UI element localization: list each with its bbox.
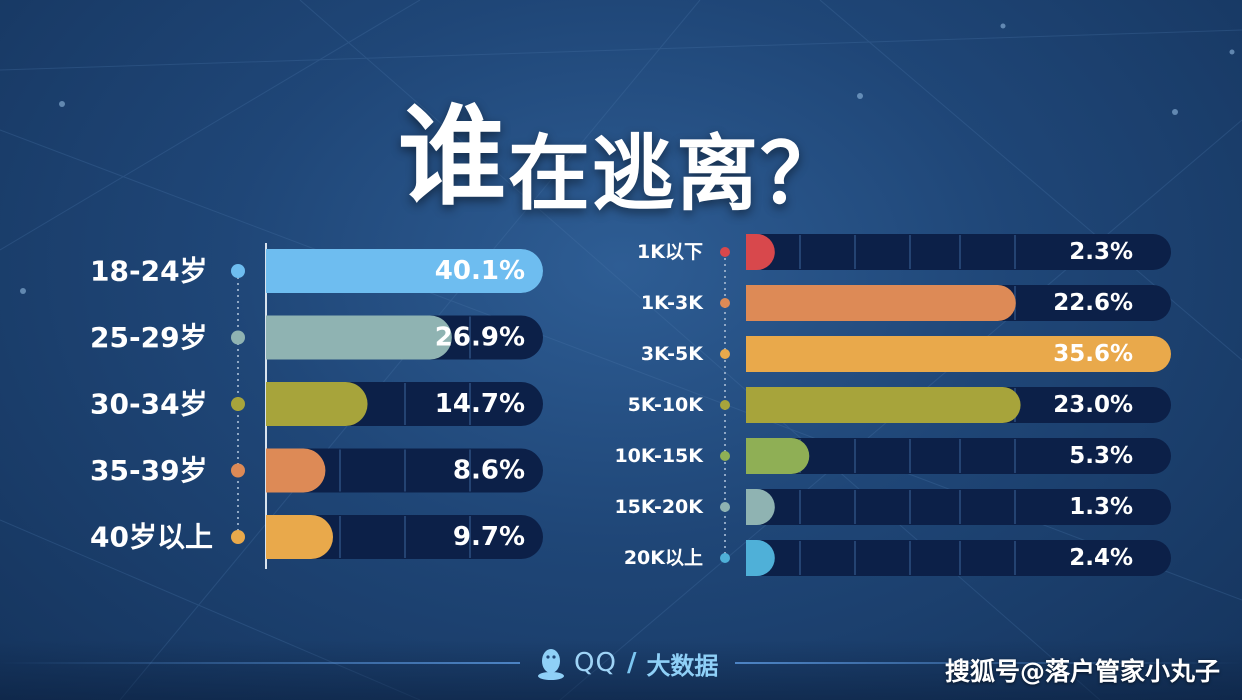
income-dot-5 <box>720 502 730 512</box>
income-value-label-6: 2.4% <box>1069 545 1133 571</box>
footer-line-right <box>735 662 1242 664</box>
income-dot-1 <box>720 298 730 308</box>
age-category-label-0: 18-24岁 <box>90 255 208 288</box>
income-track-5 <box>746 489 1171 525</box>
income-value-label-5: 1.3% <box>1069 494 1133 520</box>
income-category-label-6: 20K以上 <box>624 547 703 569</box>
age-bar-1 <box>266 315 452 360</box>
footer-strip <box>0 640 1242 700</box>
age-value-label-4: 9.7% <box>453 522 525 552</box>
income-category-label-2: 3K-5K <box>641 343 704 365</box>
income-track-6 <box>746 540 1171 576</box>
income-bar-1 <box>746 285 1016 321</box>
income-category-label-1: 1K-3K <box>641 292 704 314</box>
age-category-label-2: 30-34岁 <box>90 388 208 421</box>
income-value-label-3: 23.0% <box>1053 392 1133 418</box>
watermark: 搜狐号@落户管家小丸子 <box>944 657 1220 686</box>
footer-slash: / <box>626 648 637 678</box>
footer-qq-label: QQ <box>574 648 617 678</box>
age-dot-0 <box>231 264 245 278</box>
footer-line-left <box>0 662 520 664</box>
income-bar-2 <box>746 336 1171 372</box>
income-dot-6 <box>720 553 730 563</box>
income-category-label-4: 10K-15K <box>614 445 704 467</box>
income-value-label-4: 5.3% <box>1069 443 1133 469</box>
age-bar-0 <box>266 249 543 293</box>
footer-brand: QQ / 大数据 <box>536 643 718 683</box>
income-category-label-5: 15K-20K <box>614 496 704 518</box>
age-dot-2 <box>231 397 245 411</box>
qq-penguin-icon <box>538 649 564 680</box>
age-dot-3 <box>231 463 245 478</box>
footer-bigdata-label: 大数据 <box>646 651 719 680</box>
age-bar-4 <box>266 515 334 559</box>
title-first-char: 谁 <box>397 95 508 220</box>
age-bar-2 <box>266 382 368 426</box>
income-dot-2 <box>720 349 730 359</box>
income-bar-6 <box>746 540 775 576</box>
income-track-4 <box>746 438 1171 474</box>
age-value-label-1: 26.9% <box>435 323 525 353</box>
age-dot-4 <box>231 530 245 544</box>
income-value-label-1: 22.6% <box>1053 290 1133 316</box>
title-rest: 在逃离？ <box>508 127 845 222</box>
age-value-label-0: 40.1% <box>435 256 525 286</box>
age-category-label-4: 40岁以上 <box>90 521 213 554</box>
age-value-label-2: 14.7% <box>435 389 525 419</box>
age-category-label-3: 35-39岁 <box>90 454 208 487</box>
page-title: 谁在逃离？ <box>0 70 1242 226</box>
age-bar-3 <box>266 448 326 493</box>
income-category-label-3: 5K-10K <box>628 394 705 416</box>
income-category-label-0: 1K以下 <box>637 241 703 263</box>
income-bar-5 <box>746 489 775 525</box>
income-bar-3 <box>746 387 1021 423</box>
income-bar-4 <box>746 438 810 474</box>
income-track-0 <box>746 234 1171 270</box>
income-dot-4 <box>720 451 730 461</box>
age-category-label-1: 25-29岁 <box>90 321 208 354</box>
income-value-label-0: 2.3% <box>1069 239 1133 265</box>
income-dot-3 <box>720 400 730 410</box>
age-dot-1 <box>231 330 245 345</box>
income-value-label-2: 35.6% <box>1053 341 1133 367</box>
income-bar-0 <box>746 234 775 270</box>
income-dot-0 <box>720 247 730 257</box>
age-value-label-3: 8.6% <box>453 456 525 486</box>
